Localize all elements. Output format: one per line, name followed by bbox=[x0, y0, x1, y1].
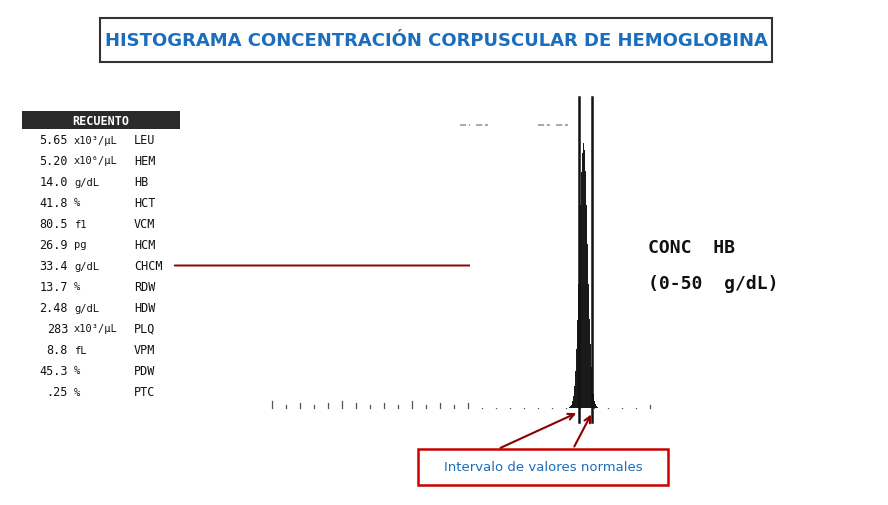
Text: Intervalo de valores normales: Intervalo de valores normales bbox=[444, 461, 642, 474]
Text: g/dL: g/dL bbox=[74, 261, 99, 271]
Bar bbox=[100, 19, 772, 63]
Text: 5.65: 5.65 bbox=[39, 134, 68, 147]
Text: %: % bbox=[74, 282, 80, 292]
Text: %: % bbox=[74, 387, 80, 397]
Text: LEU: LEU bbox=[134, 134, 155, 147]
Text: PLQ: PLQ bbox=[134, 322, 155, 335]
Text: HEM: HEM bbox=[134, 155, 155, 168]
Text: CONC  HB: CONC HB bbox=[648, 238, 735, 257]
Text: 33.4: 33.4 bbox=[39, 260, 68, 273]
Text: 8.8: 8.8 bbox=[47, 343, 68, 357]
Text: pg: pg bbox=[74, 240, 86, 250]
Text: 2.48: 2.48 bbox=[39, 301, 68, 315]
Text: x10³/μL: x10³/μL bbox=[74, 135, 118, 145]
Text: x10⁶/μL: x10⁶/μL bbox=[74, 156, 118, 166]
Text: 45.3: 45.3 bbox=[39, 364, 68, 377]
Text: CHCM: CHCM bbox=[134, 260, 163, 273]
Text: 41.8: 41.8 bbox=[39, 196, 68, 210]
Text: 13.7: 13.7 bbox=[39, 280, 68, 293]
Text: 14.0: 14.0 bbox=[39, 176, 68, 189]
Text: HB: HB bbox=[134, 176, 148, 189]
Text: 26.9: 26.9 bbox=[39, 238, 68, 251]
Text: 80.5: 80.5 bbox=[39, 218, 68, 231]
Text: (0-50  g/dL): (0-50 g/dL) bbox=[648, 274, 779, 292]
Text: %: % bbox=[74, 198, 80, 208]
Text: HISTOGRAMA CONCENTRACIÓN CORPUSCULAR DE HEMOGLOBINA: HISTOGRAMA CONCENTRACIÓN CORPUSCULAR DE … bbox=[105, 32, 767, 50]
Text: PTC: PTC bbox=[134, 385, 155, 398]
Text: VCM: VCM bbox=[134, 218, 155, 231]
Text: %: % bbox=[74, 366, 80, 376]
Text: f1: f1 bbox=[74, 219, 86, 229]
Text: HCT: HCT bbox=[134, 196, 155, 210]
Text: 5.20: 5.20 bbox=[39, 155, 68, 168]
Text: g/dL: g/dL bbox=[74, 177, 99, 187]
Bar bbox=[418, 449, 668, 485]
Text: HDW: HDW bbox=[134, 301, 155, 315]
Text: VPM: VPM bbox=[134, 343, 155, 357]
Bar bbox=[22, 112, 180, 130]
Text: .25: .25 bbox=[47, 385, 68, 398]
Text: RECUENTO: RECUENTO bbox=[73, 114, 130, 127]
Text: 283: 283 bbox=[47, 322, 68, 335]
Text: x10³/μL: x10³/μL bbox=[74, 324, 118, 334]
Text: g/dL: g/dL bbox=[74, 303, 99, 313]
Text: HCM: HCM bbox=[134, 238, 155, 251]
Text: fL: fL bbox=[74, 345, 86, 355]
Text: RDW: RDW bbox=[134, 280, 155, 293]
Text: PDW: PDW bbox=[134, 364, 155, 377]
